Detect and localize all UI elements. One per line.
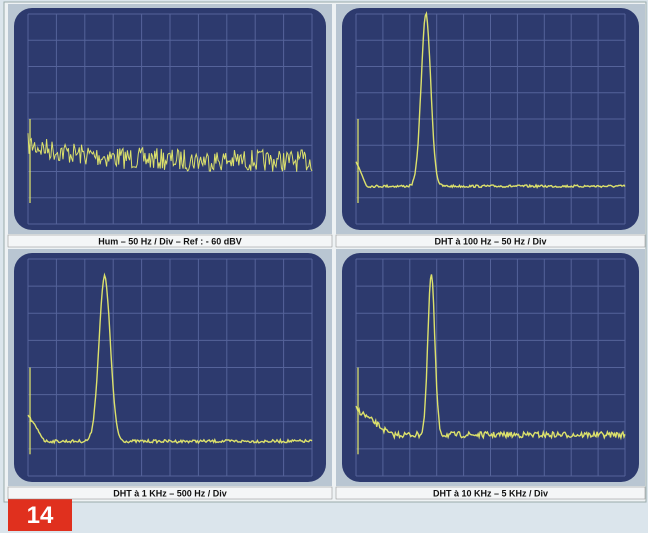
caption-bar: [335, 234, 646, 248]
caption-bar: [335, 486, 646, 500]
trace: [355, 10, 626, 189]
scope-panel: DHT à 1 KHz – 500 Hz / Div: [7, 249, 333, 500]
caption: DHT à 10 KHz – 5 KHz / Div: [433, 489, 548, 499]
trace: [355, 274, 626, 441]
caption-bar: [7, 234, 333, 248]
caption-bar: [7, 486, 333, 500]
caption: DHT à 1 KHz – 500 Hz / Div: [113, 489, 227, 499]
trace: [27, 133, 313, 172]
trace: [27, 272, 313, 445]
scope-panel: DHT à 10 KHz – 5 KHz / Div: [335, 249, 646, 500]
figure-number-box: [8, 499, 72, 531]
figure-number: 14: [27, 502, 54, 529]
caption: DHT à 100 Hz – 50 Hz / Div: [434, 237, 546, 247]
caption: Hum – 50 Hz / Div – Ref : - 60 dBV: [98, 237, 242, 247]
scope-panel: Hum – 50 Hz / Div – Ref : - 60 dBV: [7, 4, 333, 248]
scope-panel: DHT à 100 Hz – 50 Hz / Div: [335, 4, 646, 248]
